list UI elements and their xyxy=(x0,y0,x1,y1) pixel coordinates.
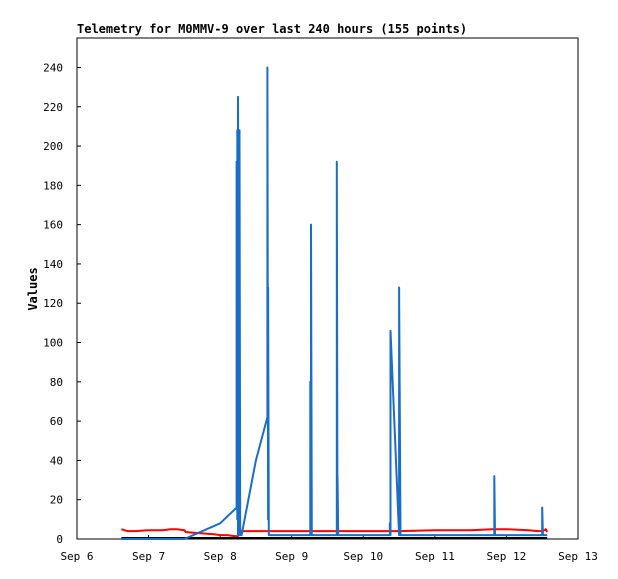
series-line-3 xyxy=(121,66,548,540)
x-tick-label: Sep 9 xyxy=(275,550,308,563)
x-tick-label: Sep 7 xyxy=(132,550,165,563)
x-tick-label: Sep 12 xyxy=(487,550,527,563)
y-tick-label: 20 xyxy=(50,494,63,507)
plot-frame xyxy=(76,37,579,540)
x-tick-label: Sep 11 xyxy=(415,550,455,563)
y-tick-label: 220 xyxy=(43,101,63,114)
y-tick-label: 160 xyxy=(43,219,63,232)
x-tick-label: Sep 6 xyxy=(60,550,93,563)
x-tick-label: Sep 13 xyxy=(558,550,598,563)
y-axis-label: Values xyxy=(26,267,40,310)
y-tick-label: 40 xyxy=(50,454,63,467)
y-tick-label: 60 xyxy=(50,415,63,428)
y-tick-label: 180 xyxy=(43,179,63,192)
chart-title: Telemetry for M0MMV-9 over last 240 hour… xyxy=(77,22,468,36)
x-tick-label: Sep 8 xyxy=(204,550,237,563)
y-axis: 0 20 40 60 80 100 120 140 160 180 200 220 240 xyxy=(43,61,81,546)
y-tick-label: 140 xyxy=(43,258,63,271)
y-tick-label: 80 xyxy=(50,376,63,389)
y-tick-label: 200 xyxy=(43,140,63,153)
x-tick-label: Sep 10 xyxy=(343,550,383,563)
y-tick-label: 120 xyxy=(43,297,63,310)
series-layer xyxy=(121,66,549,540)
y-tick-label: 240 xyxy=(43,61,63,74)
y-tick-label: 0 xyxy=(56,533,63,546)
y-tick-label: 100 xyxy=(43,337,63,350)
plot-border xyxy=(76,37,579,540)
